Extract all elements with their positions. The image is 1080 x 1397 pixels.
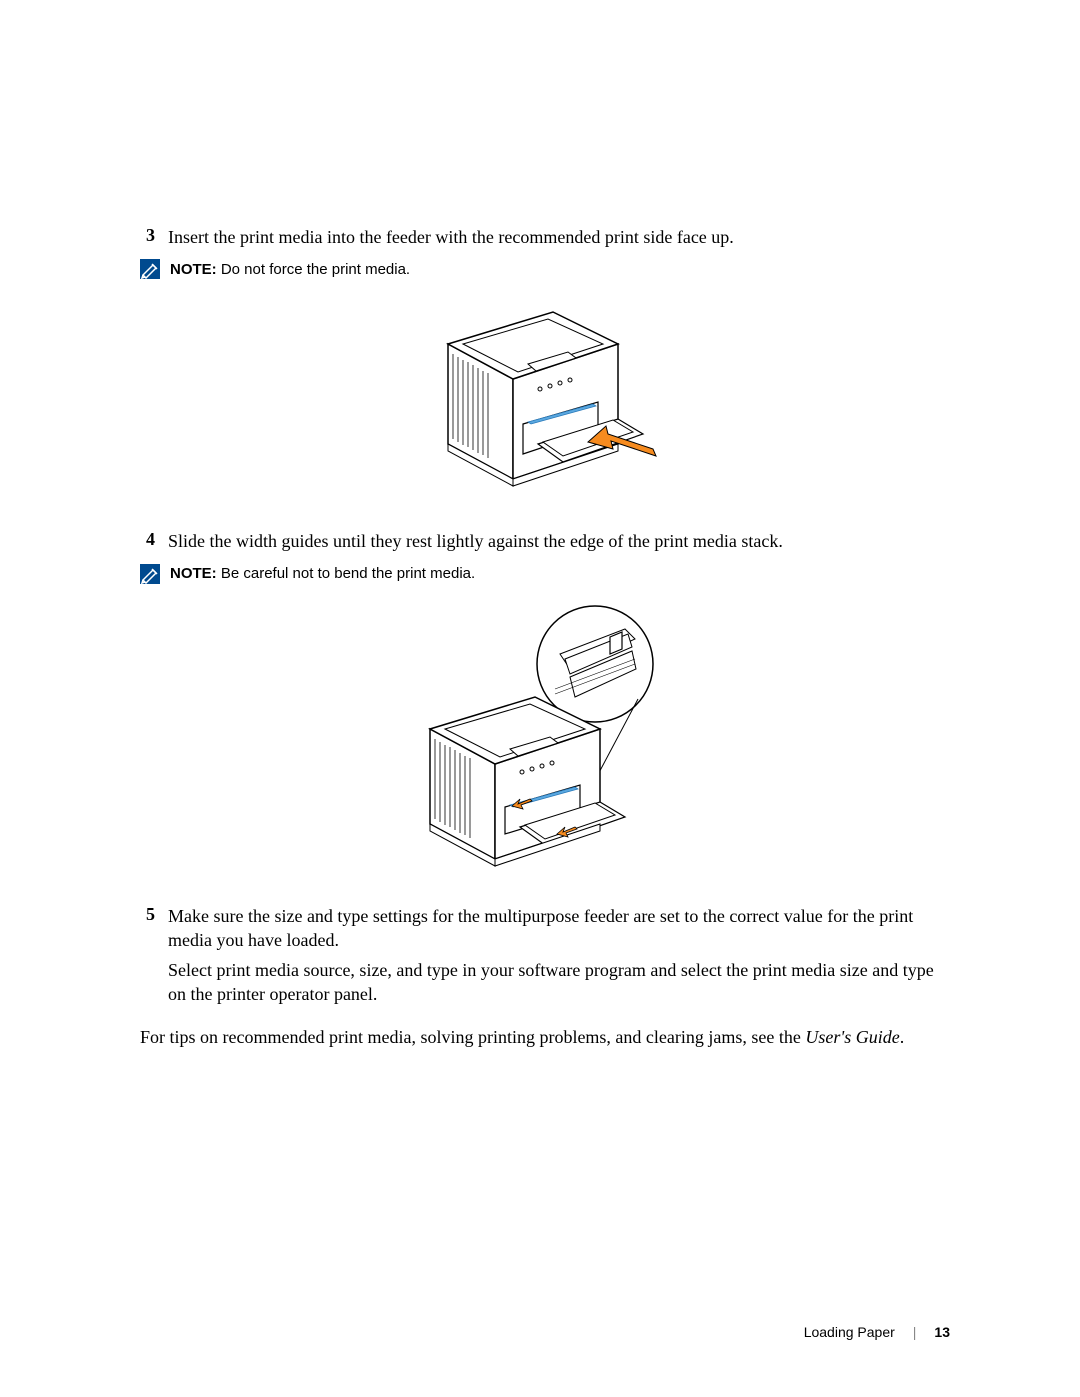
printer-guides-illustration	[410, 599, 680, 869]
note-1: NOTE: Do not force the print media.	[140, 259, 950, 279]
step-text: Make sure the size and type settings for…	[168, 904, 950, 1007]
step-5: 5 Make sure the size and type settings f…	[140, 904, 950, 1007]
figure-1	[140, 294, 950, 499]
note-body: Do not force the print media.	[217, 261, 410, 278]
note-body: Be careful not to bend the print media.	[217, 565, 476, 582]
step-3: 3 Insert the print media into the feeder…	[140, 225, 950, 249]
printer-insert-illustration	[428, 294, 663, 494]
closing-post: .	[900, 1027, 905, 1047]
note-icon	[140, 564, 160, 584]
step-text: Slide the width guides until they rest l…	[168, 529, 950, 553]
closing-paragraph: For tips on recommended print media, sol…	[140, 1025, 950, 1049]
step-number: 3	[140, 225, 168, 249]
note-text: NOTE: Be careful not to bend the print m…	[170, 565, 475, 582]
footer-separator: |	[913, 1324, 917, 1340]
note-icon	[140, 259, 160, 279]
figure-2	[140, 599, 950, 874]
step-5-text2: Select print media source, size, and typ…	[168, 958, 950, 1007]
step-5-text: Make sure the size and type settings for…	[168, 906, 913, 950]
page-footer: Loading Paper | 13	[804, 1324, 950, 1340]
footer-section: Loading Paper	[804, 1324, 895, 1340]
note-label: NOTE:	[170, 261, 217, 278]
step-text: Insert the print media into the feeder w…	[168, 225, 950, 249]
users-guide-ref: User's Guide	[805, 1027, 899, 1047]
step-number: 5	[140, 904, 168, 1007]
closing-pre: For tips on recommended print media, sol…	[140, 1027, 805, 1047]
footer-page-number: 13	[934, 1324, 950, 1340]
step-4: 4 Slide the width guides until they rest…	[140, 529, 950, 553]
step-number: 4	[140, 529, 168, 553]
note-text: NOTE: Do not force the print media.	[170, 261, 410, 278]
document-page: 3 Insert the print media into the feeder…	[0, 0, 1080, 1397]
note-2: NOTE: Be careful not to bend the print m…	[140, 564, 950, 584]
note-label: NOTE:	[170, 565, 217, 582]
